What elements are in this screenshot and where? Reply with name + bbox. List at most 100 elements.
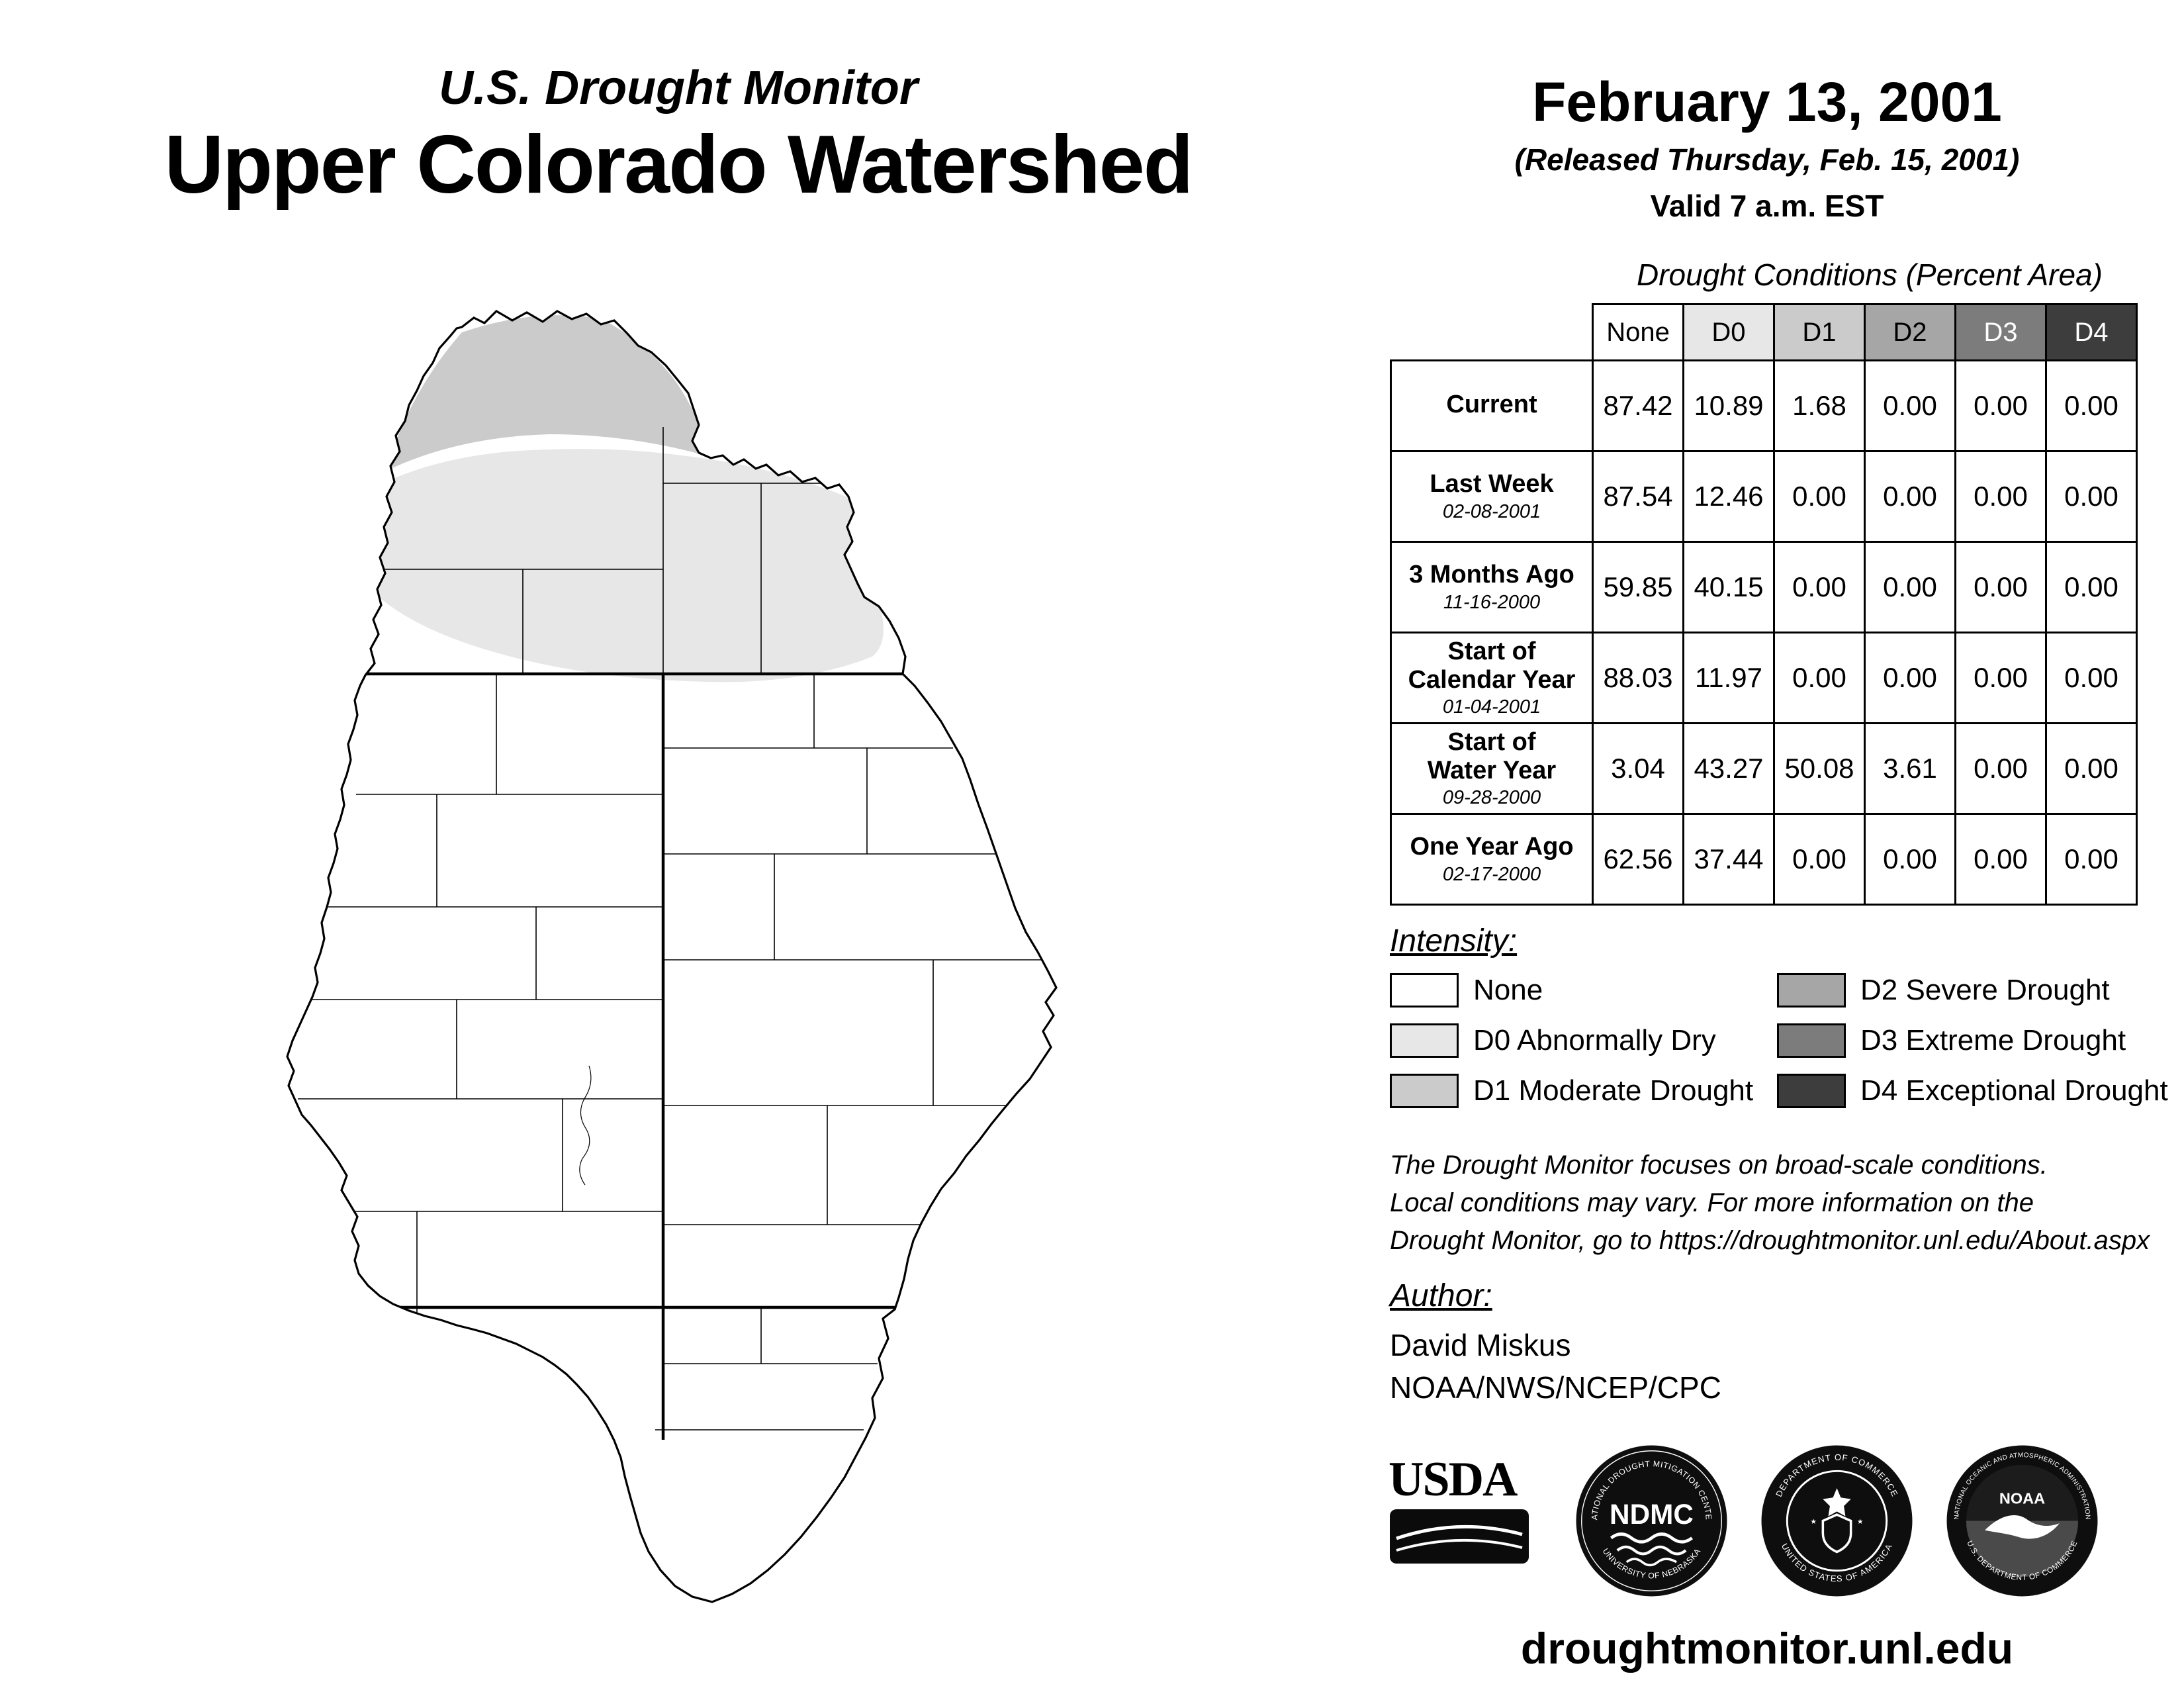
row-label-current: Current: [1390, 359, 1594, 452]
ndmc-circle: [1576, 1445, 1727, 1597]
legend-label: None: [1473, 974, 1543, 1006]
noaa-center-text: NOAA: [1999, 1490, 2045, 1507]
legend-title: Intensity:: [1390, 923, 1518, 959]
disclaimer-line: Drought Monitor, go to https://droughtmo…: [1390, 1225, 2150, 1255]
released-date: (Released Thursday, Feb. 15, 2001): [1514, 142, 2020, 177]
d1-region: [385, 315, 705, 471]
state-borders: [355, 672, 903, 1440]
legend-item-d1: D1 Moderate Drought: [1390, 1074, 1777, 1108]
usda-logo-bar: [1390, 1509, 1529, 1564]
table-cell: 59.85: [1592, 541, 1684, 633]
table-cell: 0.00: [2045, 632, 2138, 724]
disclaimer-line: The Drought Monitor focuses on broad-sca…: [1390, 1150, 2048, 1180]
table-cell: 3.04: [1592, 722, 1684, 815]
footer-url: droughtmonitor.unl.edu: [1520, 1624, 2014, 1673]
table-cell: 0.00: [1773, 450, 1866, 543]
noaa-logo: NOAA NATIONAL OCEANIC AND ATMOSPHERIC AD…: [1946, 1445, 2098, 1597]
legend-label: D2 Severe Drought: [1860, 974, 2110, 1006]
legend-swatch-d2: [1777, 973, 1846, 1008]
table-row: Current 87.42 10.89 1.68 0.00 0.00 0.00: [1390, 359, 2138, 452]
table-cell: 0.00: [2045, 722, 2138, 815]
table-cell: 0.00: [1773, 632, 1866, 724]
usda-logo-text: USDA: [1388, 1452, 1518, 1507]
table-cell: 0.00: [1773, 541, 1866, 633]
department-of-commerce-logo: DEPARTMENT OF COMMERCE UNITED STATES OF …: [1761, 1445, 1913, 1597]
table-cell: 62.56: [1592, 813, 1684, 906]
table-row: 3 Months Ago 11-16-2000 59.85 40.15 0.00 …: [1390, 541, 2138, 633]
disclaimer-line: Local conditions may vary. For more info…: [1390, 1188, 2034, 1217]
valid-time: Valid 7 a.m. EST: [1650, 189, 1884, 223]
table-cell: 0.00: [1864, 450, 1956, 543]
column-header-d3: D3: [1954, 303, 2047, 361]
table-cell: 0.00: [1773, 813, 1866, 906]
table-row: One Year Ago 02-17-2000 62.56 37.44 0.00 …: [1390, 813, 2138, 906]
table-row: Last Week 02-08-2001 87.54 12.46 0.00 0.0…: [1390, 450, 2138, 543]
row-label-start-water-year: Start of Water Year 09-28-2000: [1390, 722, 1594, 815]
d0-region: [377, 449, 884, 682]
table-header-row: None D0 D1 D2 D3 D4: [1390, 303, 2138, 361]
table-cell: 37.44: [1682, 813, 1775, 906]
table-cell: 0.00: [1954, 450, 2047, 543]
author-block: Author: David Miskus NOAA/NWS/NCEP/CPC: [1390, 1278, 1721, 1405]
table-corner: [1390, 304, 1593, 361]
row-label-start-calendar-year: Start of Calendar Year 01-04-2001: [1390, 632, 1594, 724]
legend-label: D1 Moderate Drought: [1473, 1074, 1754, 1107]
doc-star: ★: [1857, 1518, 1864, 1526]
column-header-d4: D4: [2045, 303, 2138, 361]
drought-conditions-table: None D0 D1 D2 D3 D4 Current 87.42 10.89 …: [1390, 303, 2138, 906]
table-cell: 87.42: [1592, 359, 1684, 452]
doc-shield-emblem: [1821, 1513, 1852, 1554]
intensity-legend: None D0 Abnormally Dry D1 Moderate Droug…: [1390, 973, 2184, 1124]
row-label-last-week: Last Week 02-08-2001: [1390, 450, 1594, 543]
legend-swatch-d1: [1390, 1074, 1459, 1108]
table-cell: 11.97: [1682, 632, 1775, 724]
table-cell: 0.00: [1864, 632, 1956, 724]
table-cell: 0.00: [1954, 813, 2047, 906]
legend-label: D3 Extreme Drought: [1860, 1024, 2126, 1056]
noaa-gull: [1985, 1515, 2060, 1539]
table-cell: 0.00: [2045, 359, 2138, 452]
legend-item-d2: D2 Severe Drought: [1777, 973, 2184, 1008]
county-lines: [296, 427, 1042, 1430]
table-cell: 0.00: [2045, 541, 2138, 633]
watershed-map: [286, 310, 1058, 1603]
table-cell: 87.54: [1592, 450, 1684, 543]
table-cell: 0.00: [1954, 632, 2047, 724]
table-cell: 40.15: [1682, 541, 1775, 633]
author-heading: Author:: [1390, 1278, 1492, 1313]
table-cell: 0.00: [2045, 450, 2138, 543]
table-title: Drought Conditions (Percent Area): [1637, 258, 2103, 292]
column-header-d1: D1: [1773, 303, 1866, 361]
table-cell: 0.00: [2045, 813, 2138, 906]
doc-circle: [1761, 1445, 1913, 1597]
table-cell: 50.08: [1773, 722, 1866, 815]
doc-eagle-emblem: [1823, 1488, 1851, 1517]
column-header-none: None: [1592, 303, 1684, 361]
monitor-title: U.S. Drought Monitor: [439, 62, 918, 115]
table-row: Start of Water Year 09-28-2000 3.04 43.27…: [1390, 722, 2138, 815]
author-name: David Miskus: [1390, 1328, 1571, 1362]
table-cell: 88.03: [1592, 632, 1684, 724]
legend-item-none: None: [1390, 973, 1777, 1008]
column-header-d2: D2: [1864, 303, 1956, 361]
ndmc-wave: [1610, 1532, 1694, 1544]
table-cell: 10.89: [1682, 359, 1775, 452]
legend-label: D4 Exceptional Drought: [1860, 1074, 2168, 1107]
ndmc-wave: [1616, 1545, 1687, 1556]
disclaimer: The Drought Monitor focuses on broad-sca…: [1390, 1147, 2164, 1259]
table-cell: 12.46: [1682, 450, 1775, 543]
table-cell: 0.00: [1954, 359, 2047, 452]
table-cell: 3.61: [1864, 722, 1956, 815]
usda-logo: USDA: [1388, 1455, 1534, 1573]
ndmc-logo: NATIONAL DROUGHT MITIGATION CENTER UNIVE…: [1574, 1443, 1727, 1597]
report-date: February 13, 2001: [1532, 71, 2002, 133]
legend-label: D0 Abnormally Dry: [1473, 1024, 1716, 1056]
legend-swatch-d4: [1777, 1074, 1846, 1108]
row-label-one-year-ago: One Year Ago 02-17-2000: [1390, 813, 1594, 906]
ndmc-wave: [1625, 1558, 1677, 1567]
legend-item-d0: D0 Abnormally Dry: [1390, 1023, 1777, 1058]
row-label-3-months-ago: 3 Months Ago 11-16-2000: [1390, 541, 1594, 633]
column-header-d0: D0: [1682, 303, 1775, 361]
table-cell: 0.00: [1954, 541, 2047, 633]
